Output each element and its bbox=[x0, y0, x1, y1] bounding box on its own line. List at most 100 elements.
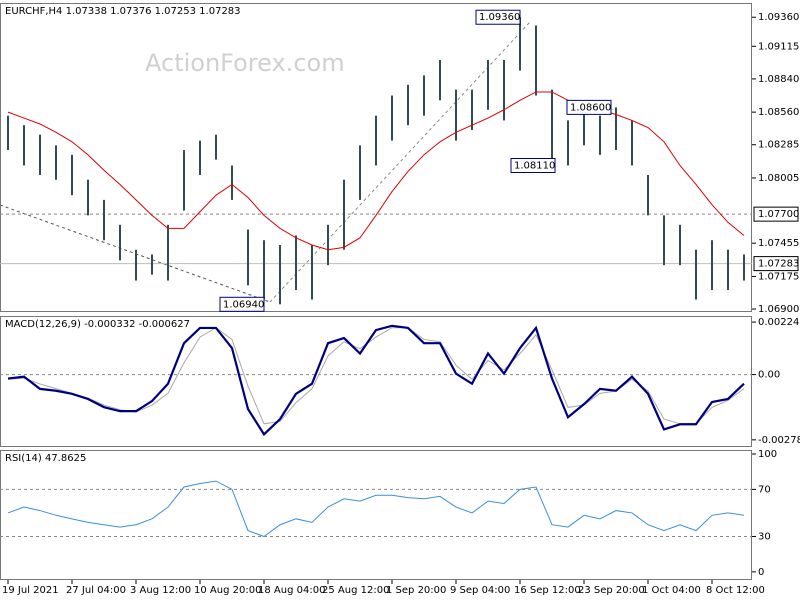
price-bar bbox=[375, 115, 377, 166]
x-tick-label: 10 Aug 20:00 bbox=[194, 585, 261, 596]
price-bar bbox=[711, 240, 713, 291]
annotation-label: 1.06940 bbox=[223, 299, 264, 310]
x-tick-label: 25 Aug 12:00 bbox=[322, 585, 389, 596]
y-tick-label: 1.08285 bbox=[758, 140, 799, 151]
y-tick-label: 1.07175 bbox=[758, 271, 799, 282]
annotation-box bbox=[566, 99, 612, 115]
y-tick-label: 1.08840 bbox=[758, 74, 799, 85]
price-bar bbox=[567, 120, 569, 166]
y-tick-label: 1.08560 bbox=[758, 107, 799, 118]
annotation-box bbox=[510, 158, 556, 174]
price-bar bbox=[695, 249, 697, 300]
price-bar bbox=[103, 199, 105, 241]
price-bar bbox=[183, 150, 185, 211]
price-bar bbox=[311, 244, 313, 300]
x-tick-label: 1 Oct 04:00 bbox=[642, 585, 701, 596]
x-tick-label: 9 Sep 04:00 bbox=[450, 585, 510, 596]
annotation-label: 1.09360 bbox=[479, 12, 520, 23]
panel-title: EURCHF,H4 1.07338 1.07376 1.07253 1.0728… bbox=[5, 6, 241, 17]
last-price-label: 1.07283 bbox=[758, 259, 799, 270]
x-tick-label: 23 Sep 20:00 bbox=[578, 585, 645, 596]
price-bar bbox=[679, 224, 681, 266]
price-bar bbox=[551, 89, 553, 160]
price-bar bbox=[519, 17, 521, 71]
price-bar bbox=[359, 145, 361, 200]
x-tick-label: 3 Aug 12:00 bbox=[130, 585, 191, 596]
panel-frame bbox=[0, 3, 752, 312]
price-bar bbox=[343, 179, 345, 250]
price-bar bbox=[295, 235, 297, 291]
price-bar bbox=[743, 254, 745, 281]
price-bar bbox=[39, 134, 41, 175]
y-tick-label: 100 bbox=[758, 449, 777, 460]
price-bar bbox=[487, 59, 489, 110]
x-tick-label: 27 Jul 04:00 bbox=[66, 585, 126, 596]
indicator-line bbox=[7, 324, 745, 437]
price-bar bbox=[7, 115, 9, 151]
y-tick-label: 1.08005 bbox=[758, 173, 799, 184]
panel-frame bbox=[0, 450, 752, 580]
annotation-box bbox=[219, 296, 265, 312]
price-bar bbox=[247, 229, 249, 286]
indicator-line bbox=[7, 91, 745, 251]
y-tick-label: 1.09115 bbox=[758, 41, 799, 52]
last-price-box bbox=[753, 256, 799, 272]
level-box bbox=[753, 206, 799, 222]
price-bar bbox=[647, 174, 649, 216]
x-tick-label: 8 Oct 12:00 bbox=[706, 585, 765, 596]
y-tick-label: -0.002785 bbox=[758, 435, 800, 446]
panel-title: RSI(14) 47.8625 bbox=[5, 453, 86, 464]
price-bar bbox=[23, 125, 25, 166]
price-bar bbox=[455, 89, 457, 141]
price-bar bbox=[279, 244, 281, 305]
x-tick-label: 16 Sep 12:00 bbox=[514, 585, 581, 596]
price-bar bbox=[583, 105, 585, 146]
level-label: 1.07700 bbox=[758, 209, 799, 220]
y-tick-label: 30 bbox=[758, 532, 771, 543]
y-tick-label: 0.00 bbox=[758, 370, 780, 381]
price-bar bbox=[503, 59, 505, 121]
annotation-label: 1.08600 bbox=[570, 102, 611, 113]
price-bar bbox=[727, 249, 729, 291]
y-tick-label: 1.06900 bbox=[758, 304, 799, 315]
price-bar bbox=[71, 154, 73, 196]
x-tick-label: 18 Aug 04:00 bbox=[258, 585, 325, 596]
price-bar bbox=[615, 107, 617, 151]
panel-frame bbox=[0, 316, 752, 447]
y-tick-label: 0.00224 bbox=[758, 317, 799, 328]
y-tick-label: 70 bbox=[758, 484, 771, 495]
price-bar bbox=[87, 179, 89, 216]
price-bar bbox=[327, 224, 329, 266]
trend-line bbox=[269, 21, 531, 303]
price-bar bbox=[135, 249, 137, 281]
y-tick-label: 1.09360 bbox=[758, 12, 799, 23]
price-bar bbox=[391, 95, 393, 141]
annotation-label: 1.08110 bbox=[514, 161, 555, 172]
price-bar bbox=[215, 134, 217, 160]
price-bar bbox=[471, 89, 473, 130]
watermark: ActionForex.com bbox=[145, 49, 345, 77]
y-tick-label: 0 bbox=[758, 567, 764, 578]
price-bar bbox=[263, 240, 265, 300]
price-bar bbox=[535, 25, 537, 96]
price-bar bbox=[167, 224, 169, 281]
price-bar bbox=[151, 254, 153, 275]
price-bar bbox=[423, 75, 425, 116]
x-tick-label: 1 Sep 20:00 bbox=[386, 585, 446, 596]
price-bar bbox=[199, 140, 201, 175]
indicator-line bbox=[7, 480, 745, 538]
y-tick-label: 1.07455 bbox=[758, 238, 799, 249]
price-bar bbox=[119, 224, 121, 261]
price-bar bbox=[55, 145, 57, 180]
annotation-box bbox=[475, 9, 521, 25]
price-bar bbox=[439, 59, 441, 101]
panel-title: MACD(12,26,9) -0.000332 -0.000627 bbox=[5, 319, 190, 330]
price-bar bbox=[231, 165, 233, 200]
price-bar bbox=[599, 115, 601, 155]
price-bar bbox=[631, 120, 633, 166]
x-tick-label: 19 Jul 2021 bbox=[2, 585, 59, 596]
price-bar bbox=[407, 84, 409, 126]
price-bar bbox=[663, 215, 665, 266]
